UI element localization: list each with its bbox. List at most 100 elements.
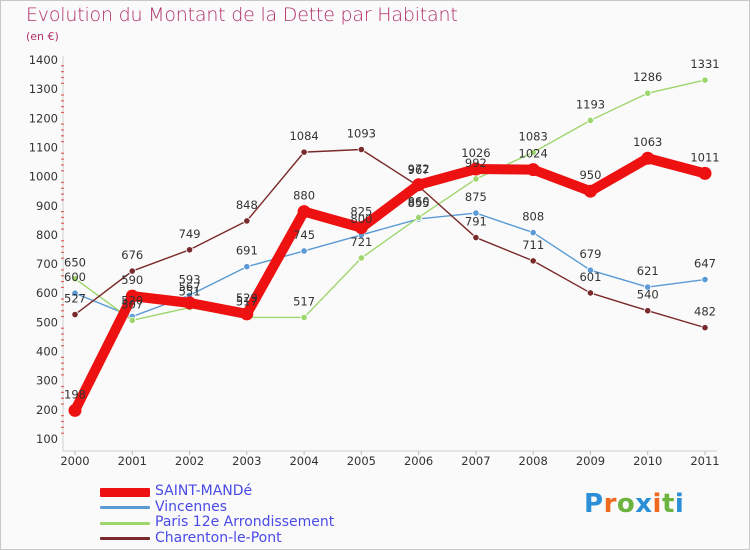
data-label: 1083 <box>519 129 548 143</box>
y-tick-label: 1300 <box>29 82 58 96</box>
data-point <box>469 162 483 176</box>
series-line <box>74 79 706 322</box>
x-tick-label: 2008 <box>519 454 548 468</box>
data-label: 1026 <box>461 146 490 160</box>
data-label: 1011 <box>690 150 719 164</box>
chart-unit: (en €) <box>26 30 59 43</box>
data-label: 679 <box>579 247 601 261</box>
data-label: 1193 <box>576 97 605 111</box>
logo-letter: i <box>674 489 685 519</box>
data-point <box>701 324 709 332</box>
x-tick-label: 2000 <box>60 454 89 468</box>
legend-label: Vincennes <box>155 498 227 515</box>
y-tick-label: 400 <box>36 345 58 359</box>
data-point <box>586 266 595 274</box>
data-point <box>701 76 709 84</box>
legend-swatch <box>100 506 150 509</box>
data-point <box>71 275 79 283</box>
data-label: 808 <box>522 210 544 224</box>
data-label: 791 <box>465 215 487 229</box>
x-tick-label: 2010 <box>633 454 662 468</box>
data-label: 721 <box>350 235 372 249</box>
data-point <box>300 313 308 322</box>
data-label: 567 <box>179 280 201 294</box>
data-point <box>526 163 540 177</box>
data-label: 676 <box>121 248 143 262</box>
data-point <box>641 151 655 165</box>
legend-label: Charenton-le-Pont <box>155 529 282 546</box>
x-tick-label: 2011 <box>690 454 719 468</box>
legend-swatch <box>100 487 150 497</box>
data-label: 551 <box>179 285 201 299</box>
data-point <box>583 184 597 198</box>
logo-letter: x <box>635 489 653 519</box>
data-label: 745 <box>293 228 315 242</box>
x-tick-label: 2004 <box>289 454 318 468</box>
data-label: 650 <box>64 256 86 270</box>
x-tick-label: 2005 <box>347 454 376 468</box>
data-label: 992 <box>465 156 487 170</box>
data-point <box>529 228 537 237</box>
data-point <box>354 221 368 235</box>
data-label: 527 <box>64 292 86 306</box>
data-label: 875 <box>465 190 487 204</box>
data-label: 691 <box>236 244 258 258</box>
data-point <box>185 246 194 254</box>
y-tick-label: 200 <box>36 403 58 417</box>
data-label: 825 <box>350 205 372 219</box>
data-label: 198 <box>64 387 86 401</box>
data-point <box>412 178 426 192</box>
y-tick-label: 1400 <box>29 53 58 67</box>
data-point <box>529 257 537 265</box>
data-point <box>644 307 652 315</box>
data-label: 950 <box>579 168 601 182</box>
data-label: 749 <box>179 227 201 241</box>
data-point <box>243 263 251 271</box>
legend-swatch <box>100 537 150 540</box>
data-label: 800 <box>350 212 372 226</box>
data-point <box>472 175 480 183</box>
data-point <box>701 275 709 284</box>
logo-letter: P <box>584 489 604 519</box>
series-line <box>74 148 706 329</box>
data-label: 520 <box>121 294 143 308</box>
legend-swatch <box>100 521 150 525</box>
data-point <box>300 148 308 156</box>
data-point <box>472 209 480 217</box>
data-point <box>415 213 423 222</box>
data-point <box>586 116 595 124</box>
data-point <box>71 310 79 319</box>
data-label: 1024 <box>519 147 548 161</box>
data-point <box>125 289 139 303</box>
x-tick-label: 2009 <box>576 454 605 468</box>
series-line <box>70 153 710 416</box>
data-label: 880 <box>293 189 315 203</box>
data-label: 507 <box>121 297 143 311</box>
y-tick-label: 1100 <box>29 140 58 154</box>
data-label: 517 <box>236 294 258 308</box>
data-label: 590 <box>121 273 143 287</box>
data-point <box>183 296 197 310</box>
y-tick-label: 900 <box>36 199 58 213</box>
y-tick-label: 800 <box>36 228 58 242</box>
data-point <box>357 145 365 154</box>
data-label: 529 <box>236 291 258 305</box>
data-point <box>297 205 311 219</box>
y-tick-label: 600 <box>36 286 58 300</box>
data-point <box>529 148 537 157</box>
data-point <box>644 89 652 97</box>
x-tick-label: 2002 <box>175 454 204 468</box>
data-label: 855 <box>408 196 430 210</box>
data-label: 972 <box>408 162 430 176</box>
y-tick-label: 1000 <box>29 170 58 184</box>
data-point <box>68 403 82 417</box>
chart-title: Evolution du Montant de la Dette par Hab… <box>26 4 458 26</box>
data-label: 621 <box>637 264 659 278</box>
data-label: 1286 <box>633 70 662 84</box>
data-label: 711 <box>522 238 544 252</box>
data-label: 1331 <box>690 57 719 71</box>
data-point <box>357 254 365 262</box>
x-tick-label: 2007 <box>461 454 490 468</box>
